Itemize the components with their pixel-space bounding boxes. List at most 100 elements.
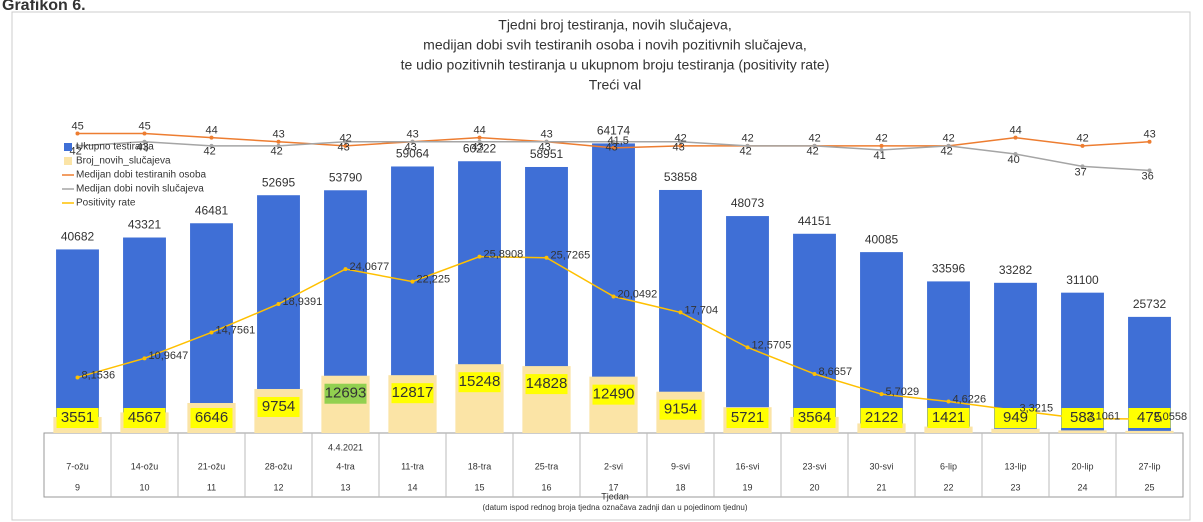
data-label: 2122 — [865, 409, 898, 426]
data-label: 475 — [1137, 409, 1162, 426]
data-label: 43321 — [128, 218, 162, 232]
data-label: 2,0558 — [1154, 411, 1188, 423]
data-label-bg — [927, 408, 970, 428]
x-tick-label: 27-lip — [1138, 461, 1160, 471]
line-marker — [1013, 152, 1018, 157]
line-marker — [477, 254, 482, 259]
data-label-bg — [1061, 408, 1104, 428]
line-marker — [209, 143, 214, 148]
x-tick-label: 2-svi — [604, 461, 623, 471]
data-label: 42 — [204, 146, 216, 158]
data-label: 42 — [1077, 133, 1089, 145]
legend-label: Ukupno testiranja — [76, 142, 154, 153]
bar — [1058, 430, 1107, 433]
data-label-bg — [391, 383, 434, 404]
x-tick-label: 20-lip — [1071, 461, 1093, 471]
week-label: 14 — [407, 482, 417, 492]
data-label: 42 — [271, 146, 283, 158]
data-label: 10,9647 — [149, 350, 189, 362]
data-label: 9754 — [262, 398, 295, 415]
line-marker — [75, 143, 80, 148]
data-label-bg — [257, 396, 300, 417]
data-label: 42 — [807, 146, 819, 158]
line-marker — [1080, 143, 1085, 148]
data-label: 44 — [206, 125, 218, 137]
line-marker — [812, 371, 817, 376]
legend-label: Broj_novih_slučajeva — [76, 156, 171, 167]
data-label: 45 — [139, 120, 151, 132]
data-label-bg — [793, 408, 836, 428]
week-label: 12 — [273, 482, 283, 492]
chart-title: te udio pozitivnih testiranja u ukupnom … — [401, 57, 830, 73]
data-label: 43 — [338, 142, 350, 154]
week-label: 16 — [541, 482, 551, 492]
bar — [190, 223, 233, 433]
x-tick-label: 25-tra — [535, 461, 559, 471]
data-label: 12,5705 — [752, 339, 792, 351]
data-label: 43 — [539, 142, 551, 154]
data-label-bg — [1128, 408, 1171, 428]
data-label: 45 — [72, 120, 84, 132]
data-label: 17,704 — [685, 304, 719, 316]
data-label: 12490 — [593, 386, 635, 403]
bar — [860, 252, 903, 433]
data-label: 43 — [673, 142, 685, 154]
week-label: 21 — [876, 482, 886, 492]
line-marker — [1147, 168, 1152, 173]
x-tick-label: 7-ožu — [66, 461, 89, 471]
data-label: 60222 — [463, 141, 497, 155]
data-label: 4567 — [128, 409, 161, 426]
data-label: 6646 — [195, 409, 228, 426]
data-label: 53858 — [664, 170, 698, 184]
data-label: 44 — [1010, 125, 1022, 137]
data-label: 12817 — [392, 384, 434, 401]
week-label: 20 — [809, 482, 819, 492]
week-label: 13 — [340, 482, 350, 492]
data-label: 43 — [407, 129, 419, 141]
line-marker — [276, 143, 281, 148]
line-marker — [879, 143, 884, 148]
data-label-bg — [659, 399, 702, 420]
bar — [123, 237, 166, 433]
line-marker — [946, 399, 951, 404]
bar — [56, 249, 99, 433]
legend-swatch — [64, 143, 72, 151]
data-label: 40085 — [865, 232, 899, 246]
bar — [924, 426, 973, 433]
data-label: 41,5 — [608, 135, 629, 147]
data-label: 44 — [474, 125, 486, 137]
data-label: 43 — [405, 142, 417, 154]
data-label-bg — [123, 408, 166, 428]
line-marker — [209, 330, 214, 335]
data-label: 43 — [273, 129, 285, 141]
legend-label: Positivity rate — [76, 198, 136, 209]
line-marker — [343, 267, 348, 272]
line-marker — [477, 135, 482, 140]
data-label-bg — [458, 372, 501, 393]
x-tick-label: 18-tra — [468, 461, 492, 471]
line-marker — [410, 279, 415, 284]
data-label: 3564 — [798, 409, 831, 426]
line-marker — [879, 392, 884, 397]
data-label: 14828 — [526, 375, 568, 392]
legend-label: Medijan dobi testiranih osoba — [76, 170, 207, 181]
data-label: 37 — [1075, 166, 1087, 178]
x-axis-title: Tjedan — [601, 491, 629, 501]
line-marker — [879, 147, 884, 152]
data-label: 20,0492 — [618, 288, 658, 300]
x-tick-label: 9-svi — [671, 461, 690, 471]
data-label: 8,6657 — [819, 366, 853, 378]
line-marker — [946, 143, 951, 148]
line-marker — [678, 139, 683, 144]
line-marker — [276, 301, 281, 306]
line-marker — [745, 345, 750, 350]
line-marker — [1013, 135, 1018, 140]
bar — [927, 281, 970, 433]
week-label: 25 — [1144, 482, 1154, 492]
line-marker — [75, 131, 80, 136]
data-label: 48073 — [731, 196, 765, 210]
line-marker — [678, 143, 683, 148]
data-label: 5,7029 — [886, 386, 920, 398]
data-label: 53790 — [329, 170, 363, 184]
bar — [857, 423, 906, 433]
